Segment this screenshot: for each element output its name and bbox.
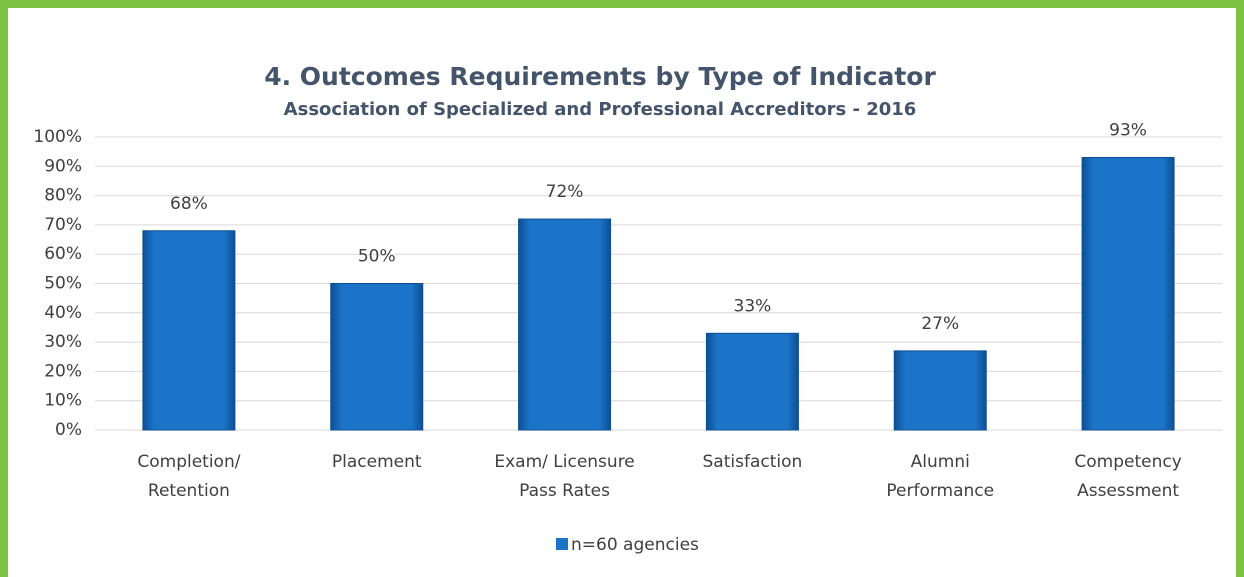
x-tick-label: Performance xyxy=(886,481,994,501)
y-tick-label: 20% xyxy=(44,361,82,381)
bar xyxy=(1081,157,1175,431)
bar xyxy=(705,332,799,431)
bar xyxy=(893,350,987,431)
x-tick-label: Exam/ Licensure xyxy=(494,452,634,472)
legend-label: n=60 agencies xyxy=(571,535,699,555)
data-label: 93% xyxy=(1109,121,1147,141)
bar xyxy=(142,230,236,431)
y-tick-label: 40% xyxy=(44,303,82,323)
x-tick-label: Satisfaction xyxy=(703,452,803,472)
chart-subtitle: Association of Specialized and Professio… xyxy=(284,99,917,120)
data-label: 33% xyxy=(734,296,772,316)
data-label: 50% xyxy=(358,247,396,267)
y-tick-label: 100% xyxy=(33,127,82,147)
y-tick-label: 50% xyxy=(44,274,82,294)
x-tick-label: Placement xyxy=(332,452,422,472)
y-tick-label: 60% xyxy=(44,244,82,264)
legend-swatch xyxy=(556,538,568,550)
y-tick-label: 90% xyxy=(44,156,82,176)
x-tick-label: Completion/ xyxy=(137,452,240,472)
x-tick-label: Retention xyxy=(148,481,230,501)
bar xyxy=(330,283,424,431)
data-label: 72% xyxy=(546,182,584,202)
chart-title: 4. Outcomes Requirements by Type of Indi… xyxy=(264,62,936,91)
y-tick-label: 80% xyxy=(44,186,82,206)
y-tick-label: 10% xyxy=(44,391,82,411)
x-tick-label: Pass Rates xyxy=(519,481,610,501)
bar xyxy=(518,218,612,431)
y-tick-label: 0% xyxy=(55,420,82,440)
x-tick-label: Alumni xyxy=(911,452,970,472)
x-tick-label: Competency xyxy=(1074,452,1181,472)
data-label: 27% xyxy=(921,314,959,334)
y-tick-label: 30% xyxy=(44,332,82,352)
y-tick-label: 70% xyxy=(44,215,82,235)
x-tick-label: Assessment xyxy=(1077,481,1179,501)
data-label: 68% xyxy=(170,194,208,214)
